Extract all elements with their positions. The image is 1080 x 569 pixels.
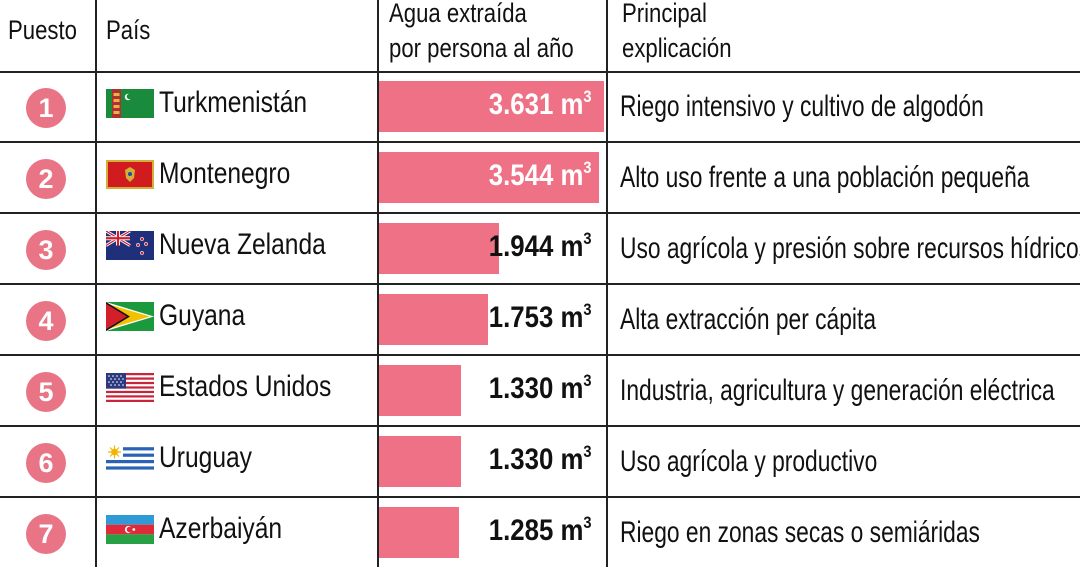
value-bar xyxy=(379,223,499,274)
header-explanation-line1: Principal xyxy=(622,0,707,28)
value-label: 1.330 m3 xyxy=(489,371,592,405)
country-name: Nueva Zelanda xyxy=(159,228,326,261)
explanation-text: Uso agrícola y presión sobre recursos hí… xyxy=(620,232,1080,265)
country-name: Uruguay xyxy=(159,441,252,474)
value-label: 1.944 m3 xyxy=(489,229,592,263)
row-divider xyxy=(0,212,1080,214)
rank-badge: 4 xyxy=(26,301,66,341)
row-divider xyxy=(0,496,1080,498)
explanation-text: Uso agrícola y productivo xyxy=(620,445,878,478)
country-name: Turkmenistán xyxy=(159,86,308,119)
table-row: 3 Nueva Zelanda 1.944 m3 Uso agrícola y … xyxy=(0,214,1080,285)
uruguay-flag-icon xyxy=(106,444,154,473)
value-bar xyxy=(379,507,459,558)
country-name: Montenegro xyxy=(159,157,291,190)
value-bar xyxy=(379,81,604,132)
header-water-line2: por persona al año xyxy=(389,33,574,63)
value-label: 1.330 m3 xyxy=(489,442,592,476)
header-water-line1: Agua extraída xyxy=(389,0,527,28)
country-name: Guyana xyxy=(159,299,246,332)
value-bar xyxy=(379,152,599,203)
rank-badge: 2 xyxy=(26,159,66,199)
usa-flag-icon xyxy=(106,373,154,402)
country-name: Azerbaiyán xyxy=(159,512,283,545)
value-bar xyxy=(379,294,488,345)
rank-badge: 3 xyxy=(26,230,66,270)
table-row: 5 Estados Unidos 1.330 m3 Industria, agr… xyxy=(0,356,1080,427)
rank-badge: 7 xyxy=(26,514,66,554)
value-label: 3.631 m3 xyxy=(489,87,592,121)
azerbaijan-flag-icon xyxy=(106,515,154,544)
value-label: 1.285 m3 xyxy=(489,513,592,547)
row-divider xyxy=(0,283,1080,285)
value-bar xyxy=(379,365,461,416)
row-divider xyxy=(0,354,1080,356)
rank-badge: 6 xyxy=(26,443,66,483)
value-label: 1.753 m3 xyxy=(489,300,592,334)
table-row: 7 Azerbaiyán 1.285 m3 Riego en zonas sec… xyxy=(0,498,1080,569)
explanation-text: Riego en zonas secas o semiáridas xyxy=(620,516,980,549)
table-row: 2 Montenegro 3.544 m3 Alto uso frente a … xyxy=(0,143,1080,214)
row-divider xyxy=(0,71,1080,73)
country-name: Estados Unidos xyxy=(159,370,332,403)
value-label: 3.544 m3 xyxy=(489,158,592,192)
explanation-text: Alto uso frente a una población pequeña xyxy=(620,161,1030,194)
explanation-text: Riego intensivo y cultivo de algodón xyxy=(620,90,984,123)
table-row: 6 Uruguay 1.330 m3 Uso agrícola y produc… xyxy=(0,427,1080,498)
rank-badge: 5 xyxy=(26,372,66,412)
row-divider xyxy=(0,141,1080,143)
header-country: País xyxy=(106,15,151,45)
row-divider xyxy=(0,425,1080,427)
table-row: 4 Guyana 1.753 m3 Alta extracción per cá… xyxy=(0,285,1080,356)
montenegro-flag-icon xyxy=(106,160,154,189)
header-explanation-line2: explicación xyxy=(622,33,732,63)
explanation-text: Alta extracción per cápita xyxy=(620,303,877,336)
turkmenistan-flag-icon xyxy=(106,89,154,118)
explanation-text: Industria, agricultura y generación eléc… xyxy=(620,374,1055,407)
guyana-flag-icon xyxy=(106,302,154,331)
table-row: 1 Turkmenistán 3.631 m3 Riego intensivo … xyxy=(0,72,1080,143)
new-zealand-flag-icon xyxy=(106,231,154,260)
rank-badge: 1 xyxy=(26,88,66,128)
header-rank: Puesto xyxy=(8,15,77,45)
value-bar xyxy=(379,436,461,487)
